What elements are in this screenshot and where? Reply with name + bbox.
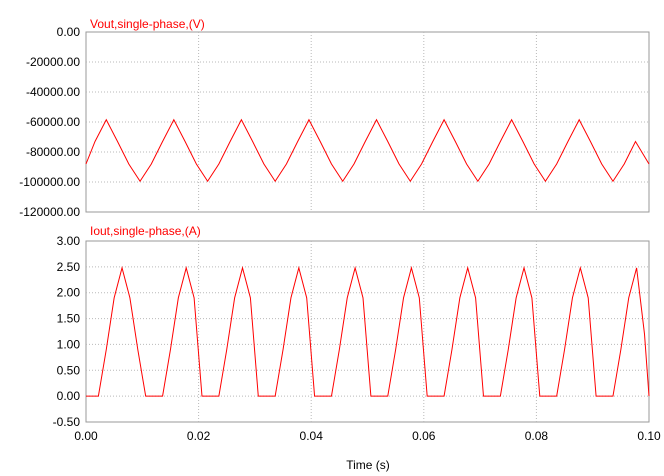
grid-vout bbox=[86, 32, 649, 212]
y-axis-vout: 0.00 -20000.00 -40000.00 -60000.00 -80000.00… bbox=[19, 25, 80, 219]
panel-title-iout: Iout,single-phase,(A) bbox=[90, 224, 201, 238]
x-tick-label: 0.10 bbox=[637, 429, 661, 443]
y-axis-iout: 3.00 2.50 2.00 1.50 1.00 0.50 0.00 -0.50 bbox=[53, 234, 81, 429]
x-axis: 0.00 0.02 0.04 0.06 0.08 0.10 bbox=[74, 429, 661, 443]
y-tick-label-iout: 1.50 bbox=[57, 312, 81, 326]
panel-vout: 0.00 -20000.00 -40000.00 -60000.00 -80000.00… bbox=[19, 17, 650, 219]
y-tick-label-iout: 1.00 bbox=[57, 337, 81, 351]
panel-iout: 3.00 2.50 2.00 1.50 1.00 0.50 0.00 -0.50 Iout,s… bbox=[53, 224, 650, 429]
y-tick-label-vout: -20000.00 bbox=[26, 55, 80, 69]
series-line-iout bbox=[86, 265, 650, 397]
x-axis-label: Time (s) bbox=[346, 458, 390, 472]
y-tick-label-vout: -60000.00 bbox=[26, 115, 80, 129]
x-tick-label: 0.00 bbox=[74, 429, 98, 443]
x-tick-label: 0.08 bbox=[525, 429, 549, 443]
y-tick-label-vout: -40000.00 bbox=[26, 85, 80, 99]
y-tick-label-iout: -0.50 bbox=[53, 415, 81, 429]
y-tick-label-iout: 2.50 bbox=[57, 260, 81, 274]
y-tick-label-vout: -80000.00 bbox=[26, 145, 80, 159]
y-tick-label-iout: 0.00 bbox=[57, 389, 81, 403]
plot-frame-iout bbox=[85, 240, 650, 423]
y-tick-label-iout: 3.00 bbox=[57, 234, 81, 248]
x-tick-label: 0.06 bbox=[412, 429, 436, 443]
series-line-vout bbox=[85, 118, 650, 183]
panel-title-vout: Vout,single-phase,(V) bbox=[90, 17, 205, 31]
y-tick-label-vout: -120000.00 bbox=[19, 205, 80, 219]
x-tick-label: 0.04 bbox=[300, 429, 324, 443]
y-tick-label-iout: 2.00 bbox=[57, 286, 81, 300]
x-tick-label: 0.02 bbox=[187, 429, 211, 443]
y-tick-label-iout: 0.50 bbox=[57, 363, 81, 377]
y-tick-label-vout: -100000.00 bbox=[19, 175, 80, 189]
y-tick-label-vout: 0.00 bbox=[57, 25, 81, 39]
